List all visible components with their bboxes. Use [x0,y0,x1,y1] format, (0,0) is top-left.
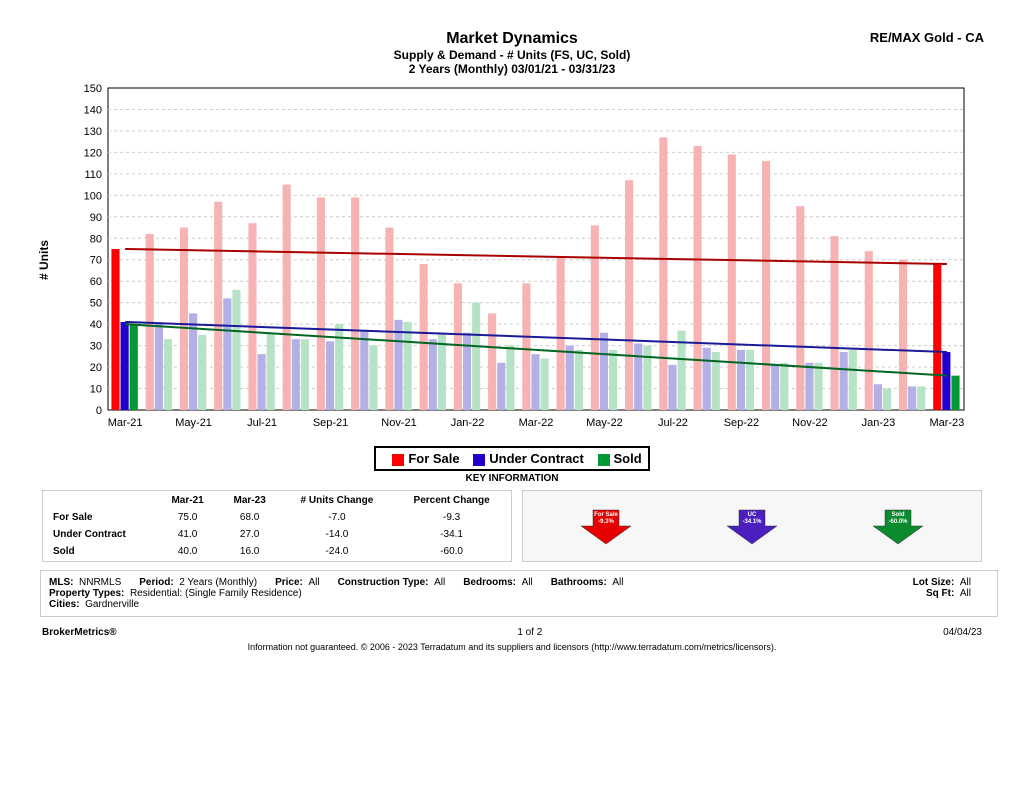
page-footer: BrokerMetrics® 1 of 2 04/04/23 [42,627,982,638]
svg-text:Mar-21: Mar-21 [108,417,143,429]
filter-price: Price: All [275,577,319,588]
svg-text:Sep-21: Sep-21 [313,417,348,429]
table-row: Sold40.016.0-24.0-60.0 [45,544,509,559]
svg-text:Jul-22: Jul-22 [658,417,688,429]
legend-swatch-sold [598,454,610,466]
summary-row: Mar-21Mar-23# Units ChangePercent Change… [42,490,982,562]
table-row: For Sale75.068.0-7.0-9.3 [45,510,509,525]
legend-label-uc: Under Contract [489,451,584,466]
svg-text:Sep-22: Sep-22 [724,417,759,429]
legend-swatch-forsale [392,454,404,466]
summary-table: Mar-21Mar-23# Units ChangePercent Change… [42,490,512,562]
report-subtitle-2: 2 Years (Monthly) 03/01/21 - 03/31/23 [40,62,984,76]
chart-legend: For Sale Under Contract Sold [374,446,650,471]
change-arrow: For Sale-9.3% [579,506,633,546]
footer-left: BrokerMetrics® [42,627,117,638]
footer-right: 04/04/23 [943,627,982,638]
y-axis-label: # Units [37,240,51,280]
key-info-label: KEY INFORMATION [40,473,984,484]
filter-sqft: Sq Ft: All [926,588,971,599]
filter-proptypes: Property Types: Residential: (Single Fam… [49,588,302,599]
table-row: Under Contract41.027.0-14.0-34.1 [45,527,509,542]
filter-construction: Construction Type: All [338,577,446,588]
legend-label-sold: Sold [614,451,642,466]
svg-text:60: 60 [90,276,102,288]
filter-bedrooms: Bedrooms: All [463,577,532,588]
svg-text:90: 90 [90,212,102,224]
report-title: Market Dynamics [40,30,984,48]
change-arrow: Sold-60.0% [871,506,925,546]
filter-bathrooms: Bathrooms: All [551,577,624,588]
footer-center: 1 of 2 [517,627,542,638]
brand-label: RE/MAX Gold - CA [870,30,984,45]
chart-area: # Units 01020304050607080901001101201301… [52,80,972,440]
svg-text:150: 150 [84,83,102,95]
svg-text:30: 30 [90,341,102,353]
svg-text:May-21: May-21 [175,417,212,429]
report-subtitle-1: Supply & Demand - # Units (FS, UC, Sold) [40,48,984,62]
svg-text:20: 20 [90,362,102,374]
svg-text:140: 140 [84,104,102,116]
svg-text:120: 120 [84,147,102,159]
svg-text:10: 10 [90,384,102,396]
market-chart: 0 10 20 30 40 50 60 70 80 90 100 110 120 130 140 150 Mar… [52,80,972,440]
filter-cities: Cities: Gardnerville [49,599,139,610]
svg-text:0: 0 [96,405,102,417]
svg-text:110: 110 [84,169,102,181]
svg-text:Nov-22: Nov-22 [792,417,827,429]
svg-text:Jan-23: Jan-23 [862,417,896,429]
svg-text:Jan-22: Jan-22 [451,417,485,429]
svg-text:100: 100 [84,190,102,202]
footer-disclaimer: Information not guaranteed. © 2006 - 202… [40,642,984,652]
svg-text:Nov-21: Nov-21 [381,417,416,429]
legend-swatch-uc [473,454,485,466]
filter-lot: Lot Size: All [913,577,971,588]
svg-text:130: 130 [84,126,102,138]
change-arrow: UC-34.1% [725,506,779,546]
change-arrows: For Sale-9.3% UC-34.1% Sold-60.0% [522,490,982,562]
legend-label-forsale: For Sale [408,451,459,466]
filter-panel: MLS: NNRMLS Period: 2 Years (Monthly) Pr… [40,570,998,617]
svg-text:70: 70 [90,255,102,267]
svg-text:Jul-21: Jul-21 [247,417,277,429]
svg-text:80: 80 [90,233,102,245]
report-header: RE/MAX Gold - CA Market Dynamics Supply … [40,30,984,76]
filter-period: Period: 2 Years (Monthly) [139,577,257,588]
svg-text:Mar-23: Mar-23 [929,417,964,429]
filter-mls: MLS: NNRMLS [49,577,121,588]
svg-text:50: 50 [90,298,102,310]
svg-text:Mar-22: Mar-22 [519,417,554,429]
svg-text:May-22: May-22 [586,417,623,429]
svg-text:40: 40 [90,319,102,331]
